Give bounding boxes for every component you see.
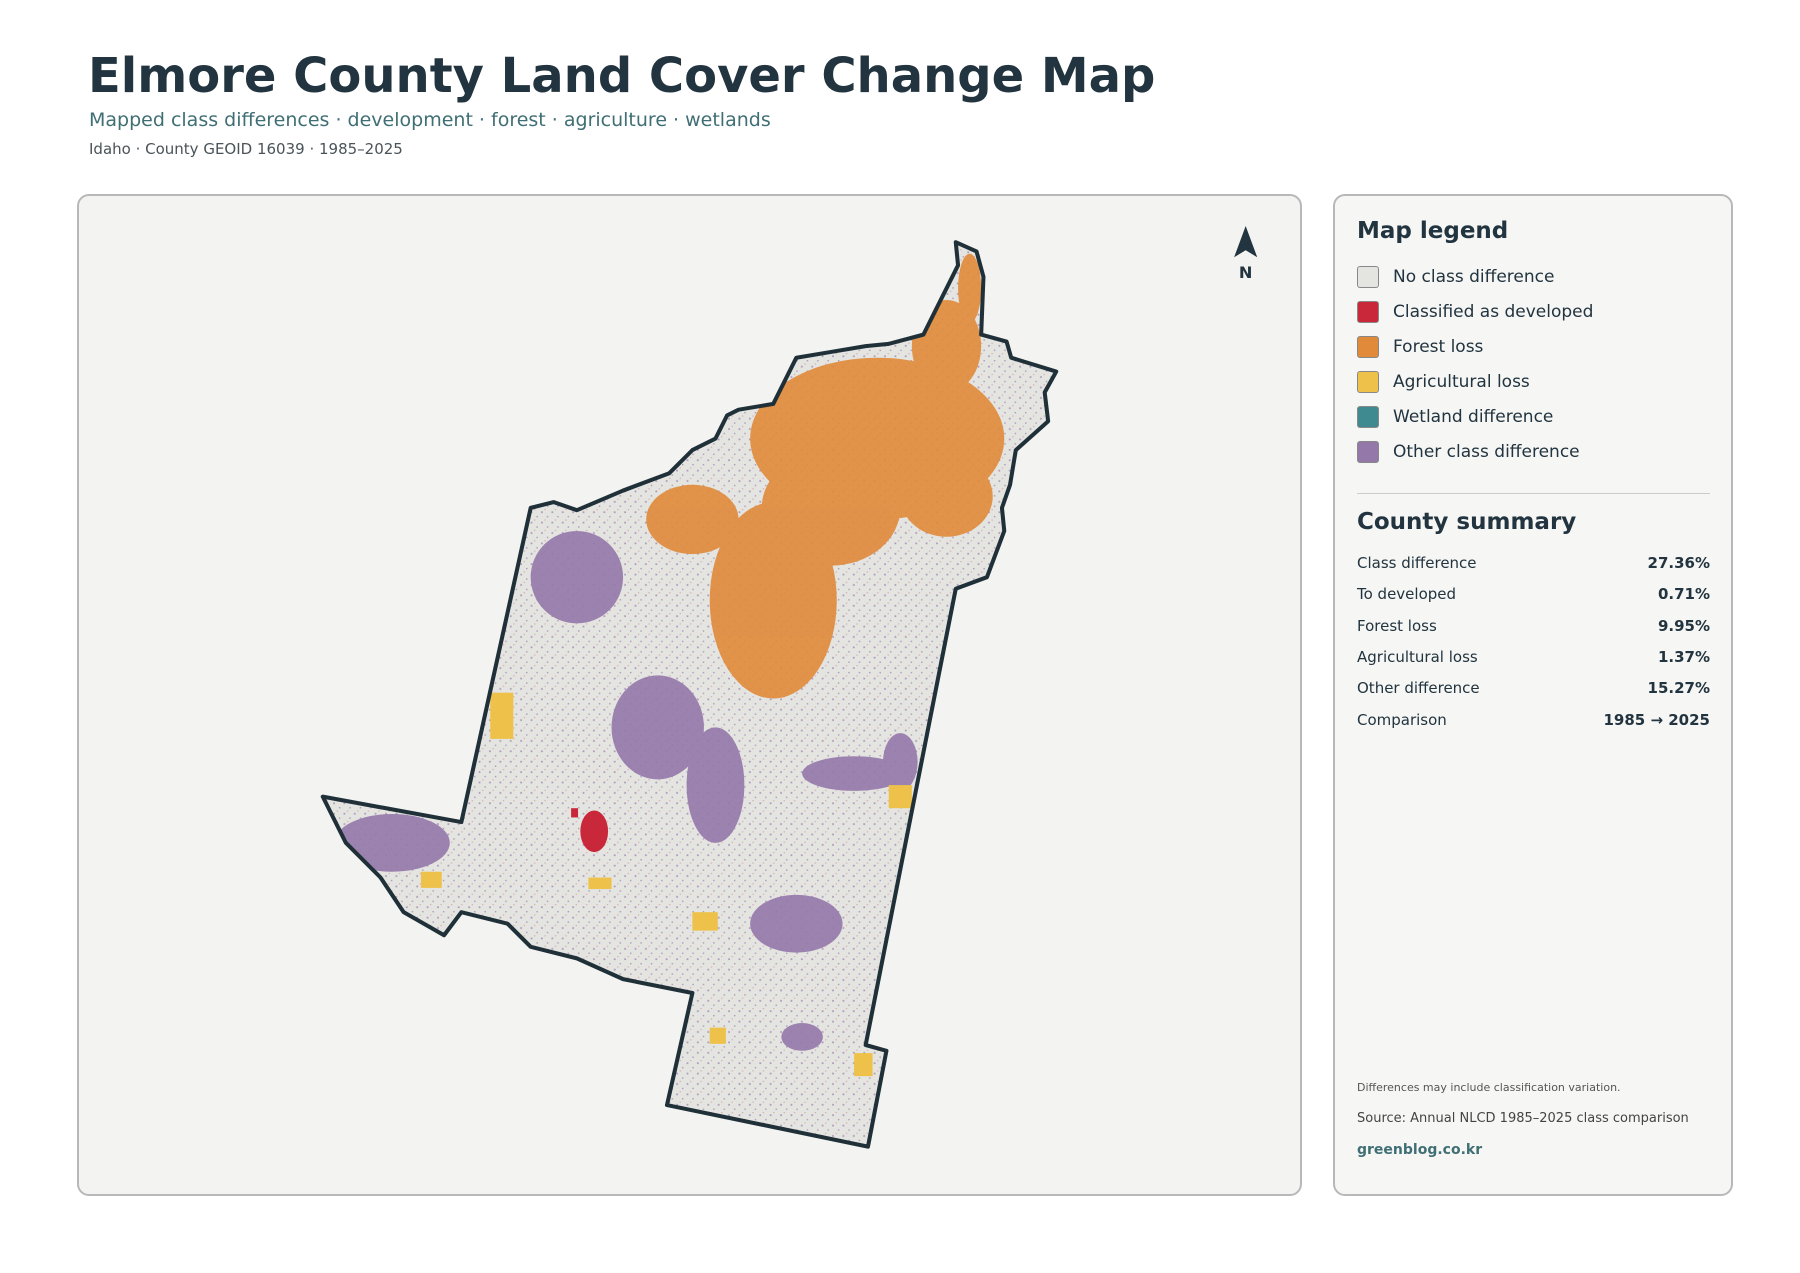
summary-label: Agricultural loss: [1357, 647, 1478, 666]
north-label: N: [1239, 263, 1253, 282]
legend-label: Forest loss: [1393, 337, 1484, 357]
meta: Idaho · County GEOID 16039 · 1985–2025: [89, 140, 403, 158]
divider: [1357, 493, 1710, 494]
summary-row: Agricultural loss 1.37%: [1357, 648, 1710, 666]
legend-label: Wetland difference: [1393, 407, 1554, 427]
legend-swatch: [1357, 266, 1379, 288]
summary-value: 0.71%: [1657, 585, 1710, 604]
summary-label: To developed: [1357, 585, 1457, 604]
summary-label: Forest loss: [1357, 616, 1437, 635]
summary-value: 1985 → 2025: [1603, 710, 1710, 729]
summary-row: Other difference 15.27%: [1357, 679, 1710, 697]
legend-item: Agricultural loss: [1357, 371, 1530, 393]
legend-item: Classified as developed: [1357, 301, 1593, 323]
county-outline: [320, 240, 1059, 1149]
source: Source: Annual NLCD 1985–2025 class comp…: [1357, 1111, 1689, 1126]
legend-item: Wetland difference: [1357, 406, 1553, 428]
summary-row: Comparison 1985 → 2025: [1357, 711, 1710, 729]
legend-label: Agricultural loss: [1393, 372, 1530, 392]
legend-swatch: [1357, 336, 1379, 358]
legend-label: Other class difference: [1393, 442, 1580, 462]
side-panel: Map legend No class difference Classified…: [1333, 194, 1733, 1196]
legend-swatch: [1357, 371, 1379, 393]
legend-item: No class difference: [1357, 266, 1554, 288]
site: greenblog.co.kr: [1357, 1142, 1483, 1158]
summary-label: Other difference: [1357, 679, 1480, 698]
legend-swatch: [1357, 301, 1379, 323]
legend-label: No class difference: [1393, 267, 1555, 287]
legend-item: Other class difference: [1357, 441, 1580, 463]
summary-title: County summary: [1357, 509, 1577, 535]
summary-value: 27.36%: [1647, 554, 1710, 572]
map-panel: N: [77, 194, 1302, 1196]
summary-value: 1.37%: [1657, 647, 1710, 666]
summary-value: 9.95%: [1657, 616, 1710, 635]
north-arrow: [1234, 226, 1258, 258]
subtitle: Mapped class differences · development ·…: [89, 109, 771, 131]
summary-value: 15.27%: [1647, 679, 1710, 698]
summary-label: Comparison: [1357, 710, 1447, 729]
legend-title: Map legend: [1357, 218, 1509, 244]
note: Differences may include classification v…: [1357, 1081, 1621, 1094]
legend-swatch: [1357, 406, 1379, 428]
map: N: [320, 226, 1258, 1149]
summary-row: Class difference 27.36%: [1357, 554, 1710, 572]
summary-row: Forest loss 9.95%: [1357, 617, 1710, 635]
legend-swatch: [1357, 441, 1379, 463]
summary-row: To developed 0.71%: [1357, 585, 1710, 603]
legend-item: Forest loss: [1357, 336, 1483, 358]
legend-label: Classified as developed: [1393, 302, 1594, 322]
land-cover: [322, 242, 1057, 1147]
title: Elmore County Land Cover Change Map: [88, 48, 1156, 104]
summary-label: Class difference: [1357, 554, 1477, 572]
